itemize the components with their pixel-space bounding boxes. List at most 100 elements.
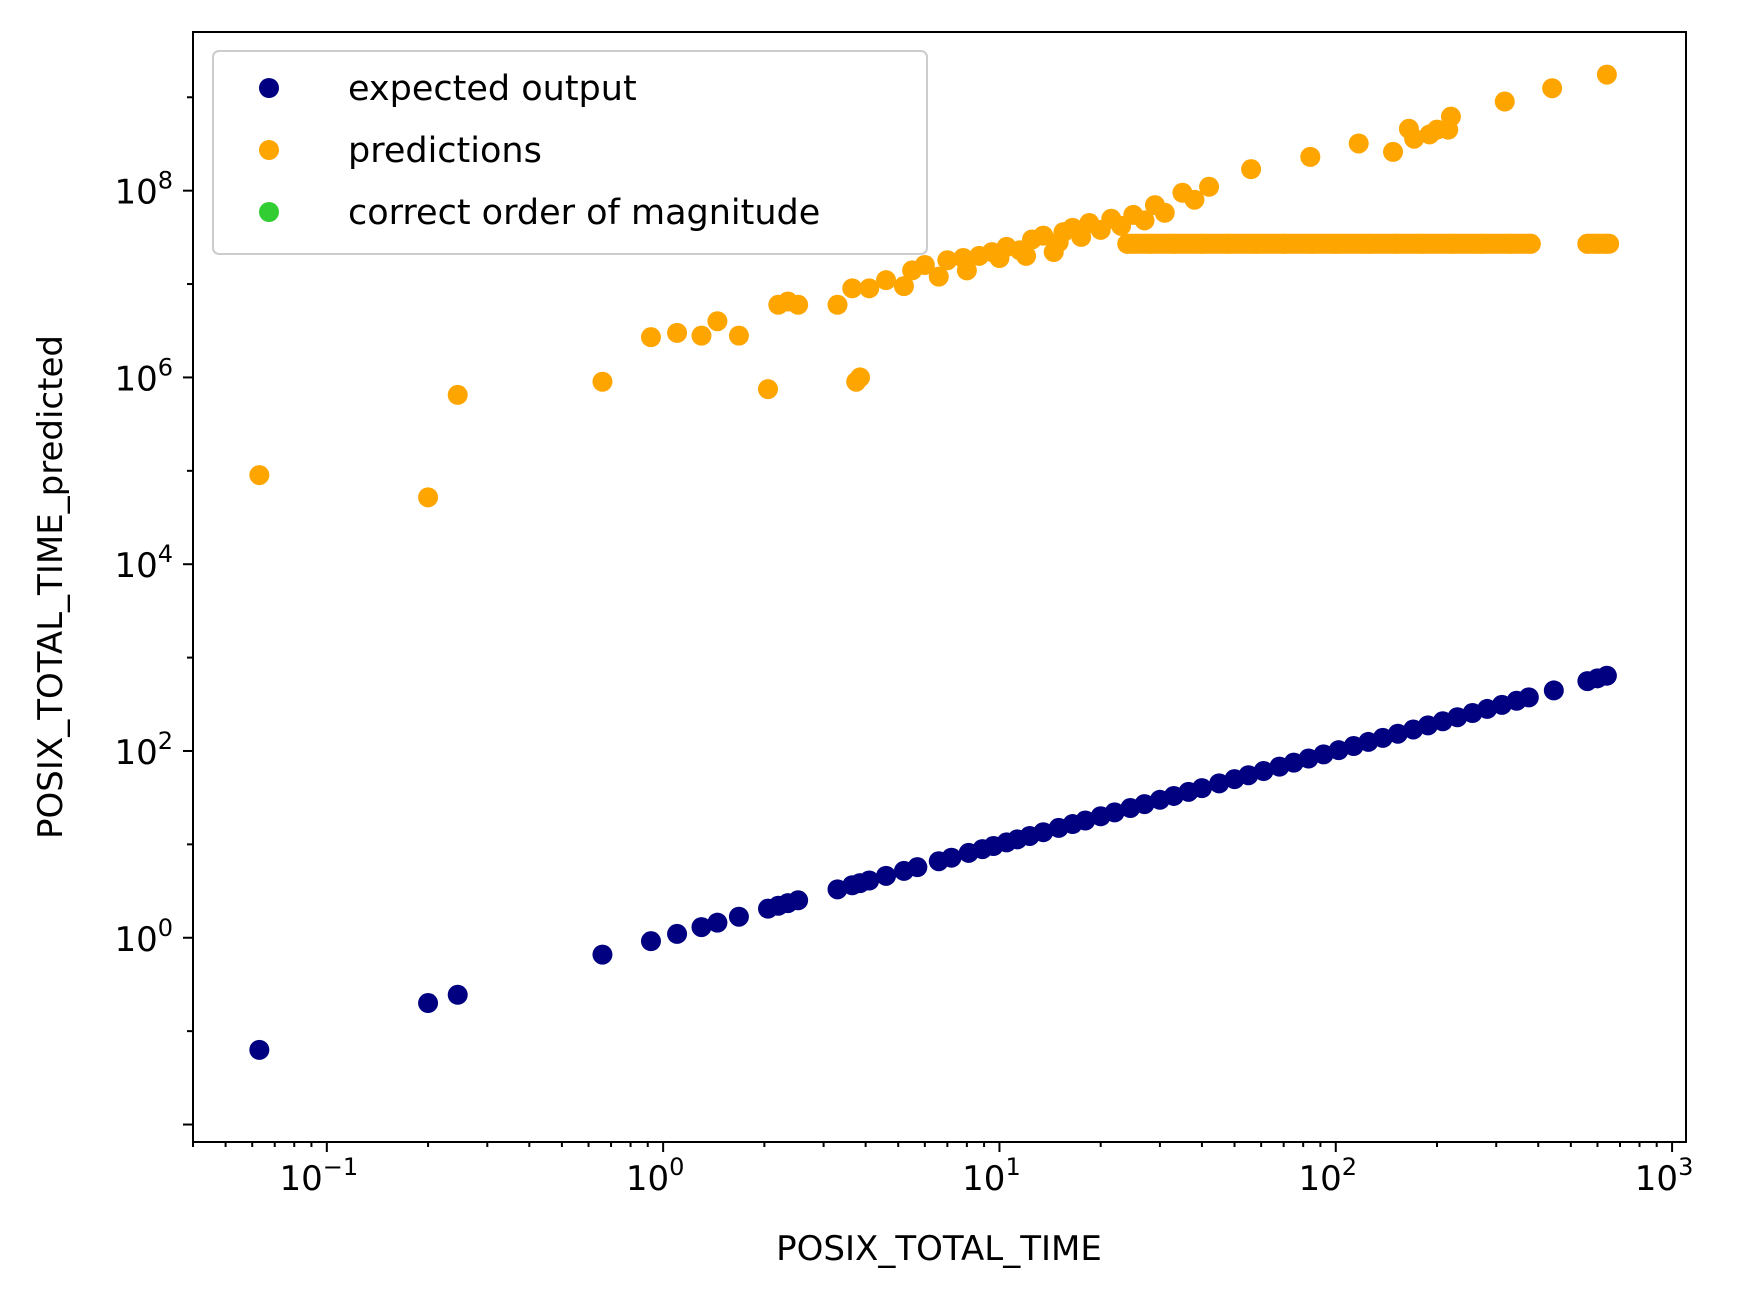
predictions-series: [249, 64, 1620, 508]
data-point: [1518, 687, 1539, 708]
data-point: [827, 294, 848, 315]
data-point: [1033, 822, 1054, 843]
data-point: [1447, 707, 1468, 728]
data-point: [914, 254, 935, 275]
data-point: [1302, 233, 1323, 254]
data-point: [1440, 233, 1461, 254]
data-point: [1298, 748, 1319, 769]
data-point: [757, 379, 778, 400]
data-point: [1033, 225, 1054, 246]
data-point: [667, 923, 688, 944]
y-tick-label: 106: [114, 353, 173, 399]
data-point: [1139, 233, 1160, 254]
data-point: [1238, 765, 1259, 786]
data-point: [937, 250, 958, 271]
data-point: [893, 276, 914, 297]
data-point: [640, 327, 661, 348]
data-point: [1117, 233, 1138, 254]
data-point: [447, 984, 468, 1005]
data-point: [1411, 233, 1432, 254]
data-point: [1348, 133, 1369, 154]
data-point: [1104, 802, 1125, 823]
data-point: [850, 367, 871, 388]
data-point: [1218, 233, 1239, 254]
legend-marker: [259, 140, 279, 160]
data-point: [1596, 665, 1617, 686]
data-point: [1273, 233, 1294, 254]
data-point: [249, 465, 270, 486]
data-point: [1016, 245, 1037, 266]
data-point: [249, 1039, 270, 1060]
legend-label: correct order of magnitude: [348, 193, 820, 233]
data-point: [1358, 233, 1379, 254]
legend-marker: [259, 78, 279, 98]
data-point: [1209, 773, 1230, 794]
data-point: [1542, 78, 1563, 99]
data-point: [1325, 233, 1346, 254]
legend-label: predictions: [348, 131, 542, 171]
data-point: [876, 270, 897, 291]
data-point: [1543, 680, 1564, 701]
data-point: [1163, 233, 1184, 254]
data-point: [1500, 233, 1521, 254]
legend-marker: [259, 202, 279, 222]
data-point: [418, 487, 439, 508]
expected-output-series: [249, 665, 1617, 1060]
data-point: [1154, 202, 1175, 223]
data-point: [788, 294, 809, 315]
data-point: [1199, 176, 1220, 197]
data-point: [1191, 233, 1212, 254]
data-point: [1313, 744, 1334, 765]
data-point: [691, 325, 712, 346]
data-point: [1404, 128, 1425, 149]
data-point: [592, 944, 613, 965]
data-point: [1384, 233, 1405, 254]
y-axis-label: POSIX_TOTAL_TIME_predicted: [31, 335, 71, 839]
data-point: [1494, 91, 1515, 112]
data-point: [728, 325, 749, 346]
data-point: [859, 870, 880, 891]
data-point: [1372, 727, 1393, 748]
data-point: [691, 917, 712, 938]
data-point: [1246, 233, 1267, 254]
x-axis-label: POSIX_TOTAL_TIME: [776, 1229, 1102, 1269]
data-point: [592, 371, 613, 392]
data-point: [907, 857, 928, 878]
data-point: [1470, 233, 1491, 254]
data-point: [788, 890, 809, 911]
legend-label: expected output: [348, 69, 637, 109]
legend: expected output predictions correct order …: [212, 50, 928, 255]
data-point: [728, 906, 749, 927]
data-point: [1241, 159, 1262, 180]
data-point: [1134, 794, 1155, 815]
data-point: [1191, 778, 1212, 799]
legend-box: [212, 50, 928, 255]
data-point: [1075, 810, 1096, 831]
data-point: [640, 931, 661, 952]
x-tick-label: 102: [1298, 1153, 1357, 1199]
data-point: [1383, 141, 1404, 162]
data-point: [1253, 761, 1274, 782]
data-point: [667, 322, 688, 343]
data-point: [842, 278, 863, 299]
data-point: [707, 912, 728, 933]
data-point: [707, 311, 728, 332]
data-point: [447, 384, 468, 405]
data-point: [1520, 233, 1541, 254]
data-point: [1300, 146, 1321, 167]
data-point: [1387, 723, 1408, 744]
data-point: [1596, 233, 1617, 254]
data-point: [1184, 189, 1205, 210]
x-tick-label: 10−1: [280, 1153, 359, 1199]
data-point: [1134, 210, 1155, 231]
data-point: [956, 260, 977, 281]
data-point: [941, 847, 962, 868]
data-point: [876, 865, 897, 886]
data-point: [928, 266, 949, 287]
data-point: [859, 278, 880, 299]
data-point: [418, 993, 439, 1014]
data-point: [1596, 64, 1617, 85]
data-point: [1440, 106, 1461, 127]
plot-frame: [192, 31, 1687, 1143]
